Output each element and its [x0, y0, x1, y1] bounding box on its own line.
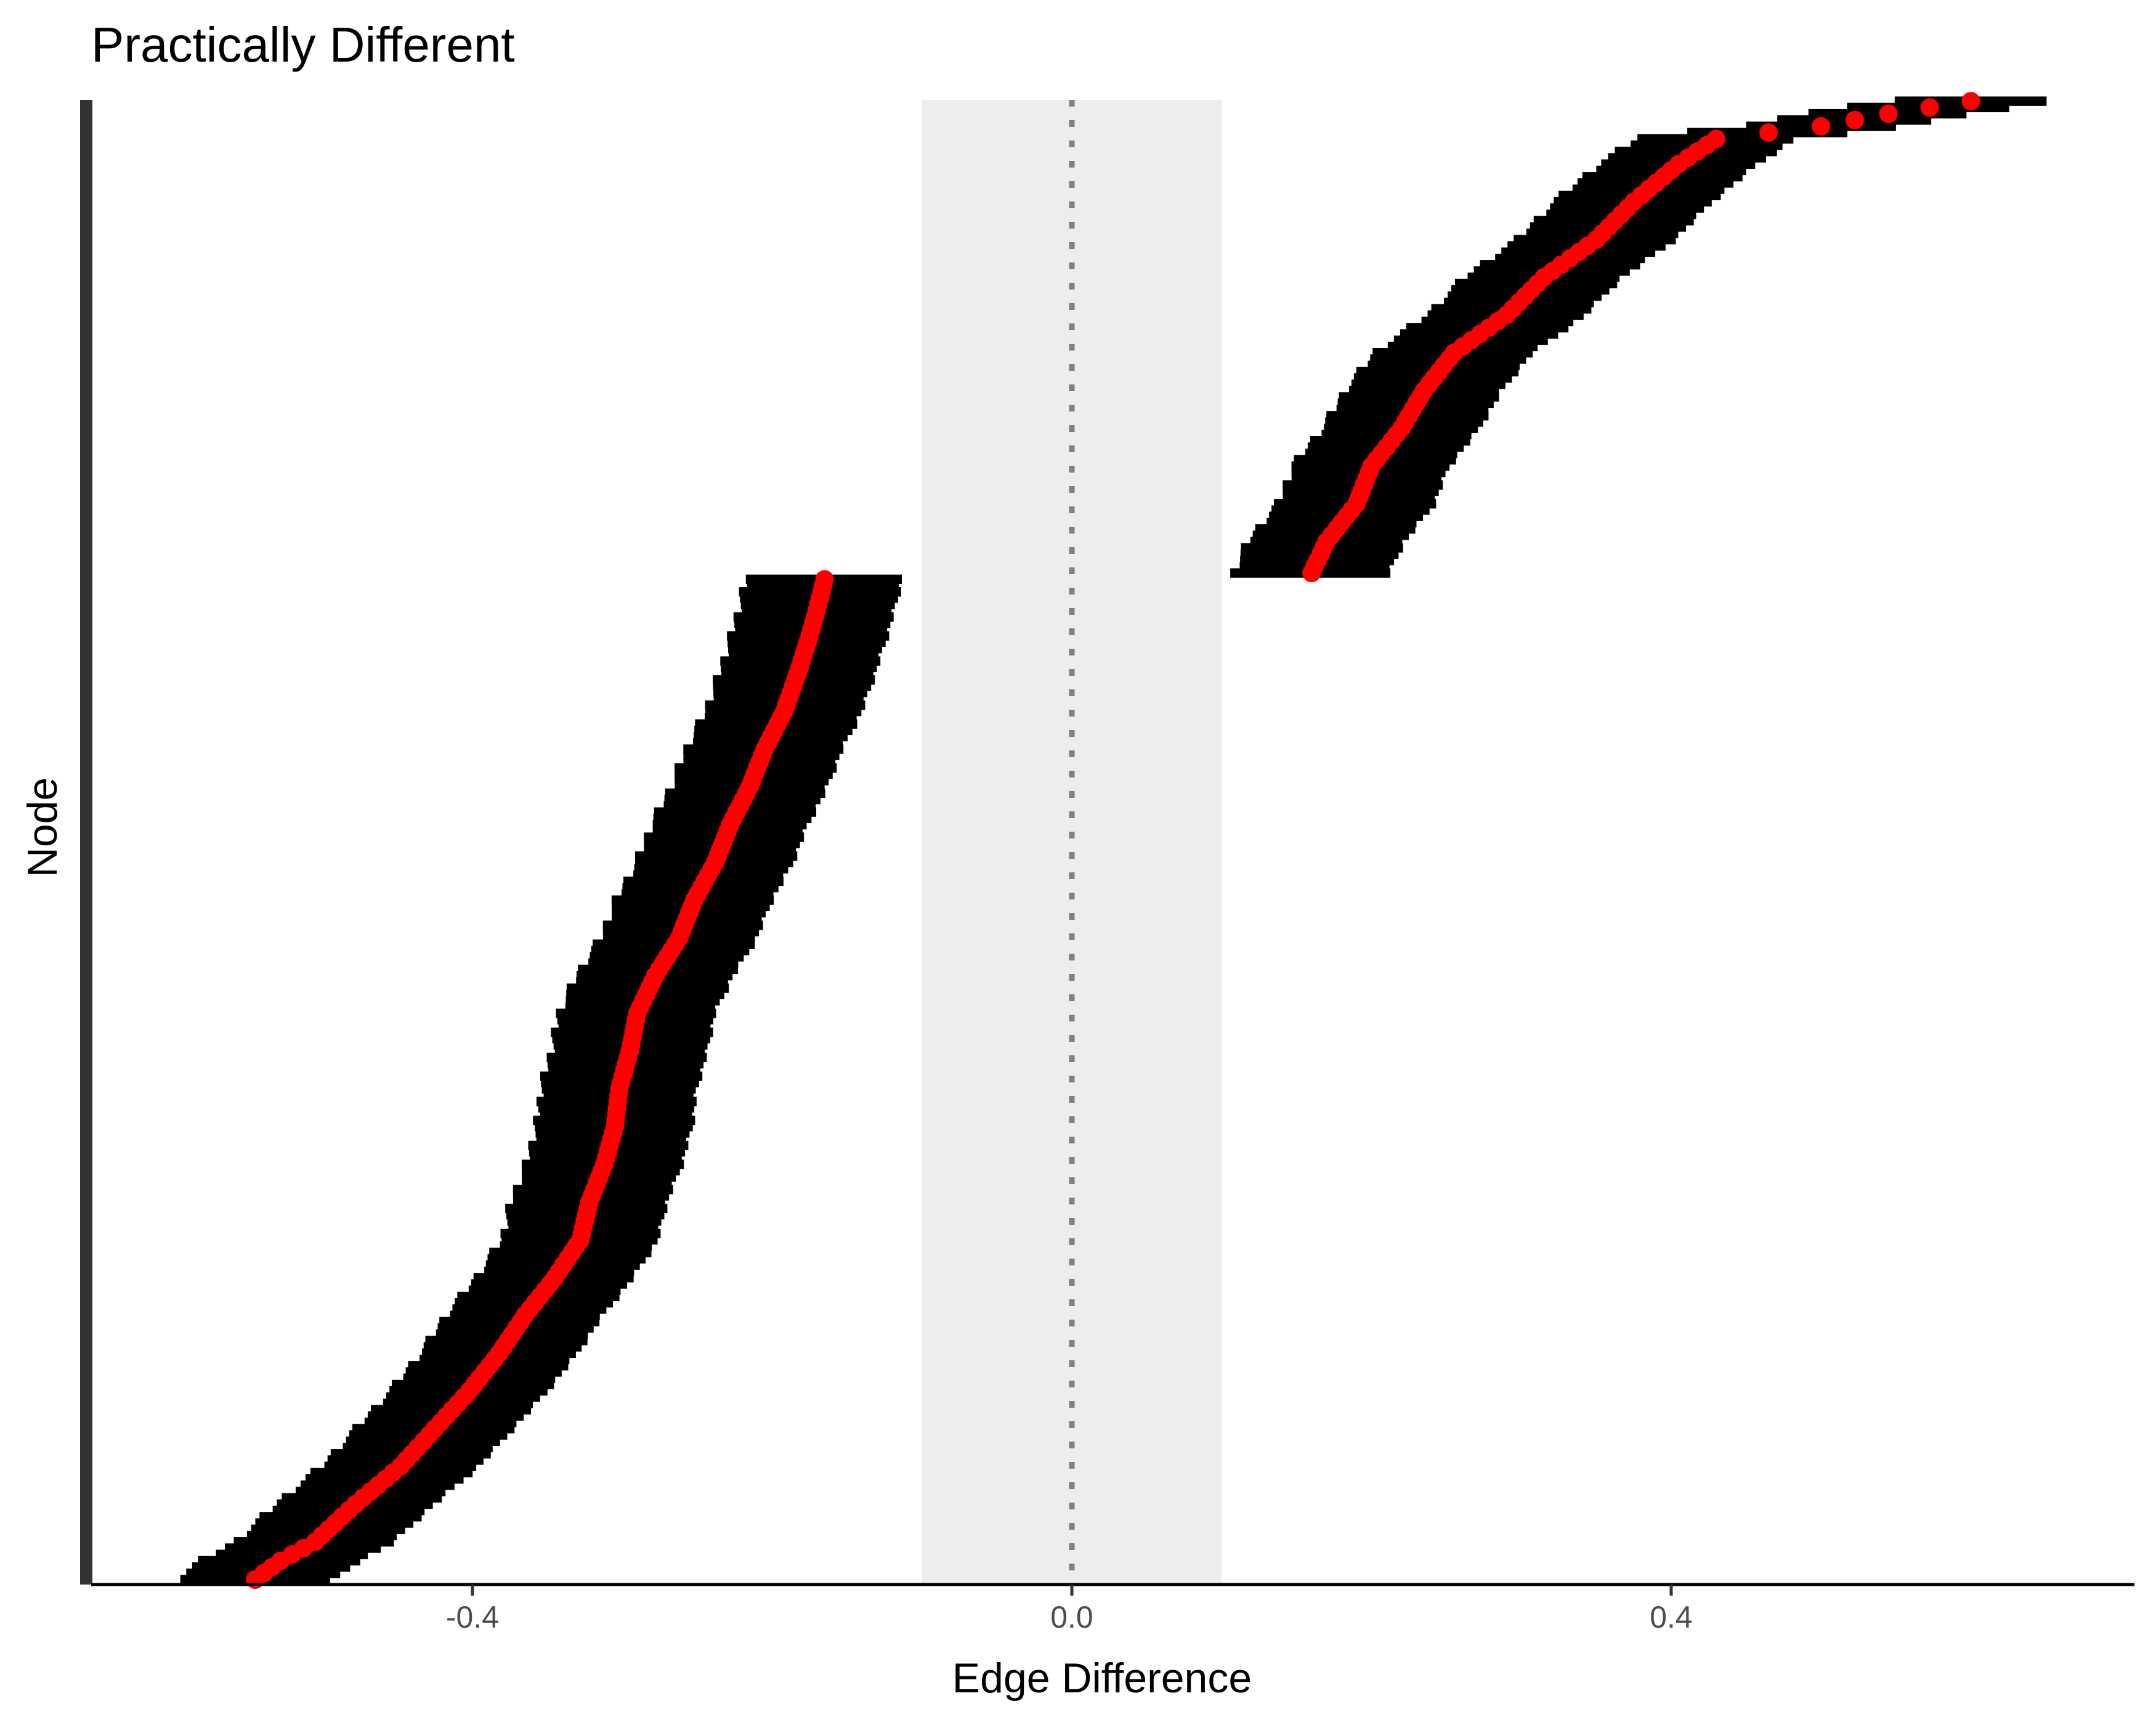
estimate-point [1759, 123, 1778, 142]
chart-title: Practically Different [91, 17, 515, 72]
x-tick-label: 0.0 [1050, 1600, 1093, 1634]
y-axis-line [80, 100, 92, 1585]
estimate-point [1845, 110, 1864, 129]
estimate-point [1879, 104, 1898, 123]
x-tick-label: 0.4 [1650, 1600, 1693, 1634]
plot-area: -0.4 0.0 0.4 [80, 92, 2134, 1634]
estimate-point [1920, 98, 1939, 117]
estimate-point [1961, 92, 1980, 111]
y-axis-title: Node [19, 777, 66, 878]
estimate-point [1706, 129, 1725, 148]
estimate-point [815, 570, 834, 589]
x-axis-title: Edge Difference [952, 1655, 1252, 1702]
x-tick-label: -0.4 [446, 1600, 499, 1634]
estimate-point [1812, 117, 1831, 136]
